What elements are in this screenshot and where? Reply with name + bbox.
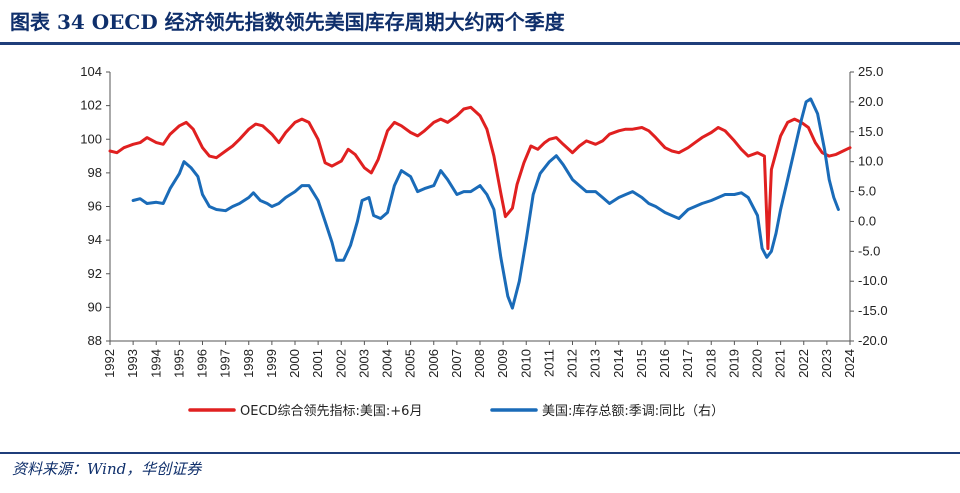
right-tick-label: 15.0 [858, 124, 883, 139]
x-tick-label: 2023 [819, 349, 834, 378]
left-tick-label: 94 [88, 232, 102, 247]
left-tick-label: 96 [88, 199, 102, 214]
x-tick-label: 1999 [264, 349, 279, 378]
left-tick-label: 90 [88, 299, 102, 314]
x-tick-label: 1995 [171, 349, 186, 378]
x-tick-label: 2010 [518, 349, 533, 378]
right-tick-label: 25.0 [858, 64, 883, 79]
right-tick-label: 0.0 [858, 213, 876, 228]
x-tick-label: 2018 [703, 349, 718, 378]
x-tick-label: 1994 [148, 349, 163, 378]
x-tick-label: 1992 [102, 349, 117, 378]
x-tick-label: 2001 [310, 349, 325, 378]
axes: 88 90 92 94 96 98 100 102 104 -20.0 -15.0 -10.0 -5.0… [80, 64, 887, 378]
x-tick-label: 2016 [657, 349, 672, 378]
series-lines [108, 97, 852, 310]
right-tick-label: 10.0 [858, 154, 883, 169]
footer-rule [0, 452, 960, 454]
x-tick-label: 2004 [380, 349, 395, 378]
x-tick-label: 2021 [773, 349, 788, 378]
x-tick-label: 2011 [541, 349, 556, 377]
x-tick-label: 2006 [426, 349, 441, 378]
x-tick-label: 2015 [634, 349, 649, 378]
right-tick-label: 20.0 [858, 94, 883, 109]
x-tick-label: 2003 [356, 349, 371, 378]
x-tick-label: 2019 [726, 349, 741, 378]
x-tick-label: 2000 [287, 349, 302, 378]
x-tick-label: 1996 [195, 349, 210, 378]
x-tick-label: 2014 [611, 349, 626, 378]
x-tick-label: 1993 [125, 349, 140, 378]
right-tick-label: -15.0 [858, 303, 888, 318]
source-note: 资料来源：Wind，华创证券 [12, 460, 202, 478]
x-tick-label: 2017 [680, 349, 695, 378]
x-tick-label: 1998 [241, 349, 256, 378]
x-tick-label: 2013 [588, 349, 603, 378]
oecd-cli-line [108, 105, 852, 250]
x-tick-label: 2008 [472, 349, 487, 378]
x-tick-label: 2009 [495, 349, 510, 378]
legend-label: 美国:库存总额:季调:同比（右） [542, 403, 724, 419]
inventory-yoy-line [131, 97, 840, 310]
left-tick-label: 88 [88, 333, 102, 348]
right-tick-label: -20.0 [858, 333, 888, 348]
right-tick-label: 5.0 [858, 184, 876, 199]
left-tick-label: 102 [80, 98, 102, 113]
x-tick-label: 2012 [565, 349, 580, 378]
right-tick-label: -10.0 [858, 273, 888, 288]
left-tick-label: 100 [80, 131, 102, 146]
figure-title: 图表 34 OECD 经济领先指数领先美国库存周期大约两个季度 [10, 10, 565, 34]
legend: OECD综合领先指标:美国:+6月 美国:库存总额:季调:同比（右） [188, 403, 724, 419]
x-tick-label: 2005 [403, 349, 418, 378]
x-tick-label: 2002 [333, 349, 348, 378]
x-tick-label: 2020 [750, 349, 765, 378]
left-tick-label: 104 [80, 64, 102, 79]
legend-label: OECD综合领先指标:美国:+6月 [240, 404, 422, 419]
right-tick-label: -5.0 [858, 243, 880, 258]
x-tick-label: 2022 [796, 349, 811, 378]
title-rule [0, 42, 960, 45]
x-tick-label: 1997 [218, 349, 233, 378]
x-tick-label: 2007 [449, 349, 464, 378]
left-tick-label: 98 [88, 165, 102, 180]
left-tick-label: 92 [88, 266, 102, 281]
x-tick-label: 2024 [842, 349, 857, 378]
